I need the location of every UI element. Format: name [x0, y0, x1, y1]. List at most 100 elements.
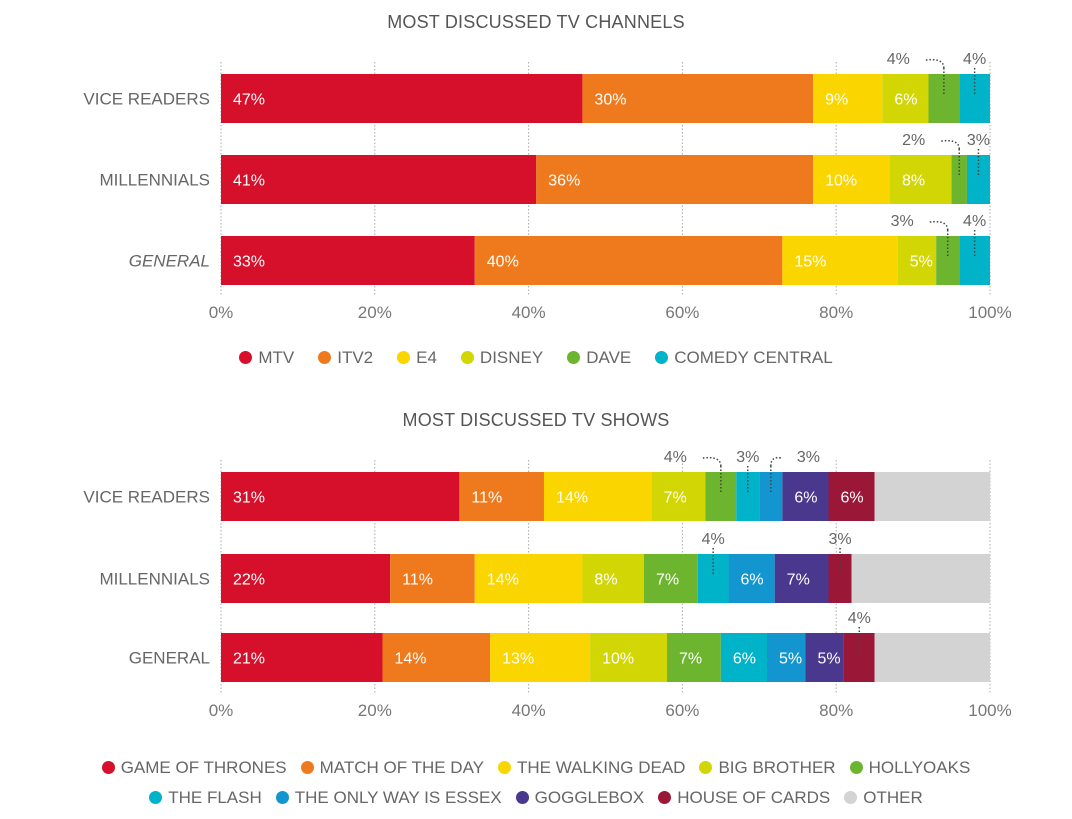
category-label: VICE READERS [83, 488, 210, 507]
legend-item: MATCH OF THE DAY [300, 758, 484, 778]
data-label: 9% [825, 92, 848, 109]
bar-segment [221, 472, 460, 521]
chart-2-legend-row-2: THE FLASH THE ONLY WAY IS ESSEX GOGGLEBOX H… [0, 788, 1072, 808]
data-label: 11% [471, 490, 502, 507]
legend-item: THE WALKING DEAD [497, 758, 686, 778]
x-tick-label: 100% [968, 303, 1011, 322]
legend-label: DISNEY [479, 348, 544, 367]
legend-item: DAVE [567, 348, 631, 368]
bar-segment [582, 74, 814, 123]
callout-label: 4% [664, 449, 687, 466]
bar-segment [928, 74, 960, 123]
data-label: 14% [394, 651, 426, 668]
legend-item: COMEDY CENTRAL [655, 348, 833, 368]
legend-label: GOGGLEBOX [534, 788, 645, 807]
data-label: 33% [233, 254, 265, 271]
data-label: 11% [402, 572, 433, 589]
bar-segment [897, 236, 937, 285]
chart-2: VICE READERS 31% 11% 14% 7% 6% 6% MILLENNIALS 22… [83, 449, 1011, 720]
chart-1: VICE READERS 47% 30% 9% 6% MILLENNIALS 41% 36% 1… [83, 51, 1011, 322]
category-label: GENERAL [129, 649, 210, 668]
legend-label: DAVE [586, 348, 632, 367]
bar-segment [759, 472, 783, 521]
bar-segment [705, 472, 737, 521]
bar-segment [736, 472, 760, 521]
data-label: 13% [502, 651, 534, 668]
bar-segment [813, 155, 891, 204]
data-label: 14% [556, 490, 588, 507]
legend-swatch-icon [655, 351, 669, 364]
bar-segment [490, 633, 591, 682]
data-label: 7% [656, 572, 679, 589]
data-label: 15% [794, 254, 826, 271]
bar-segment [459, 472, 544, 521]
legend-label: COMEDY CENTRAL [674, 348, 833, 367]
legend-swatch-icon [275, 791, 289, 804]
x-tick-label: 0% [209, 701, 234, 720]
x-tick-label: 80% [819, 701, 853, 720]
x-tick-label: 40% [512, 303, 546, 322]
x-tick-label: 60% [665, 701, 699, 720]
bar-segment [874, 472, 990, 521]
bar-segment [221, 633, 383, 682]
x-tick-label: 100% [968, 701, 1011, 720]
data-label: 8% [594, 572, 617, 589]
bar-segment [221, 236, 475, 285]
bar-segment [474, 554, 583, 603]
legend-swatch-icon [849, 761, 863, 774]
bar-segment [390, 554, 475, 603]
data-label: 6% [794, 490, 817, 507]
data-label: 5% [910, 254, 933, 271]
bar-segment [959, 74, 990, 123]
x-tick-label: 20% [358, 701, 392, 720]
data-label: 6% [894, 92, 917, 109]
bar-segment [651, 472, 706, 521]
legend-item: OTHER [844, 788, 923, 808]
x-tick-label: 60% [665, 303, 699, 322]
bar-segment [782, 472, 829, 521]
bar-segment [782, 236, 898, 285]
bar-segment [474, 236, 783, 285]
callout-label: 2% [902, 132, 925, 149]
legend-label: HOUSE OF CARDS [677, 788, 831, 807]
legend-swatch-icon [844, 791, 858, 804]
callout-label: 4% [887, 51, 910, 68]
data-label: 6% [733, 651, 756, 668]
legend-label: HOLLYOAKS [868, 758, 971, 777]
bar-segment [882, 74, 929, 123]
data-label: 40% [487, 254, 519, 271]
bar-segment [936, 236, 960, 285]
legend-item: E4 [397, 348, 437, 368]
data-label: 36% [548, 173, 580, 190]
data-label: 10% [825, 173, 857, 190]
legend-label: ITV2 [337, 348, 374, 367]
bar-segment [543, 472, 652, 521]
legend-swatch-icon [460, 351, 474, 364]
category-label: VICE READERS [83, 90, 210, 109]
legend-swatch-icon [567, 351, 581, 364]
callout-leader [770, 456, 781, 467]
bar-segment [582, 554, 644, 603]
legend-label: MTV [258, 348, 295, 367]
data-label: 47% [233, 92, 265, 109]
legend-label: THE WALKING DEAD [516, 758, 686, 777]
callout-label: 3% [797, 449, 820, 466]
data-label: 14% [487, 572, 519, 589]
data-label: 6% [841, 490, 864, 507]
bar-segment [851, 554, 990, 603]
callout-leader [702, 456, 722, 467]
legend-item: HOLLYOAKS [849, 758, 971, 778]
category-label: MILLENNIALS [99, 171, 210, 190]
callout-label: 4% [963, 213, 986, 230]
bar-segment [667, 633, 721, 682]
callout-label: 4% [848, 610, 871, 627]
legend-item: THE FLASH [149, 788, 262, 808]
callout-label: 3% [967, 132, 990, 149]
bar-segment [966, 155, 990, 204]
callout-label: 4% [963, 51, 986, 68]
x-tick-label: 20% [358, 303, 392, 322]
data-label: 10% [602, 651, 634, 668]
legend-label: THE ONLY WAY IS ESSEX [294, 788, 502, 807]
data-label: 5% [779, 651, 802, 668]
